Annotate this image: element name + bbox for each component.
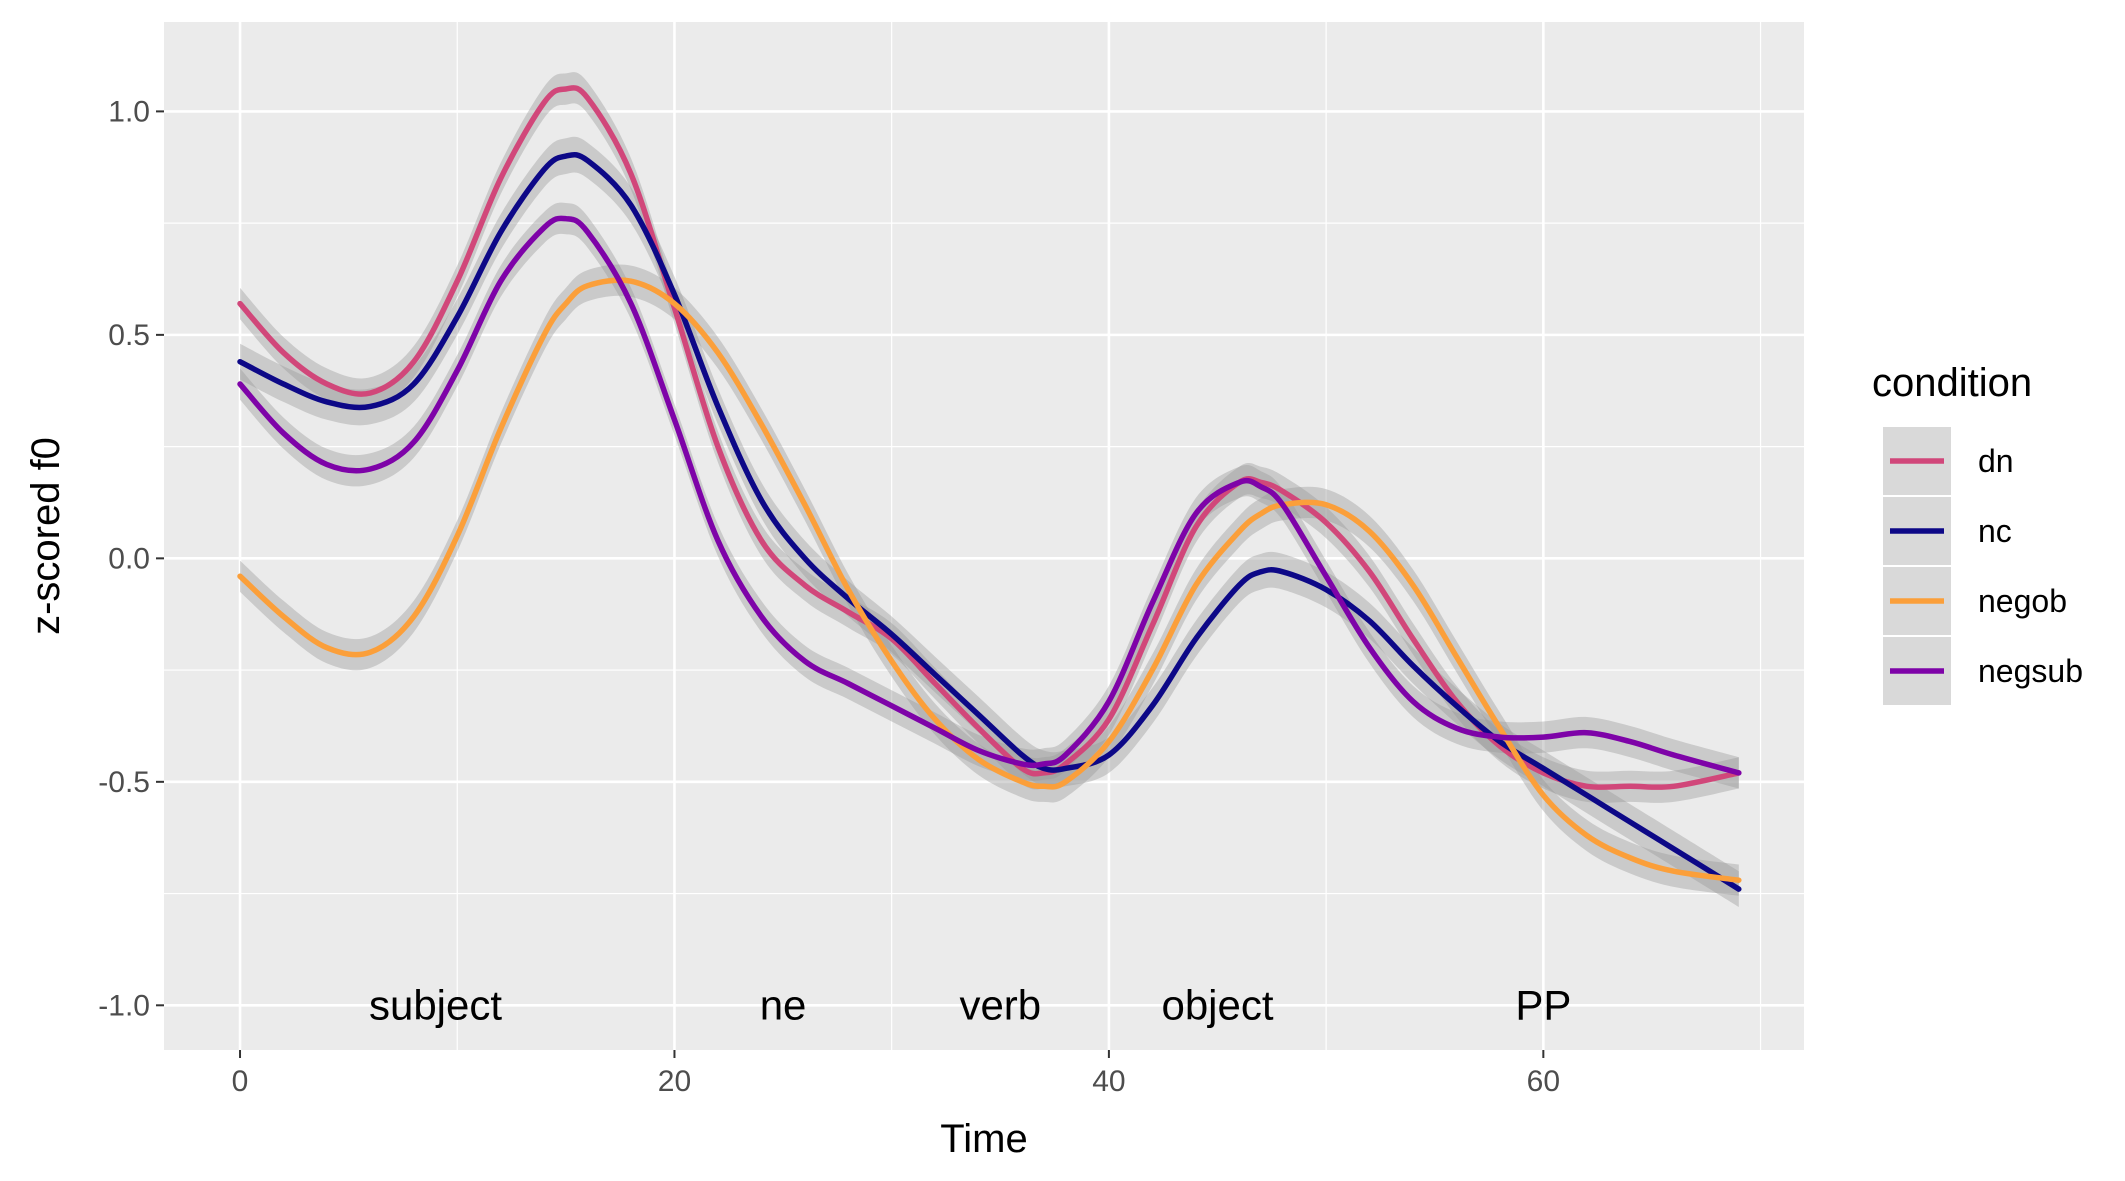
- x-axis-title: Time: [940, 1117, 1027, 1161]
- y-tick-label: 1.0: [108, 95, 150, 128]
- legend-label-negsub: negsub: [1978, 653, 2083, 689]
- annotation-pp: PP: [1515, 981, 1571, 1028]
- line-negob: [237, 277, 1742, 883]
- segment-annotations: subject ne verb object PP: [369, 981, 1571, 1028]
- y-tick-label: -1.0: [98, 989, 150, 1022]
- legend-label-negob: negob: [1978, 583, 2067, 619]
- x-axis: 0 20 40 60: [232, 1050, 1560, 1098]
- line-negsub: [237, 215, 1742, 776]
- y-tick-label: -0.5: [98, 766, 150, 799]
- line-dn: [237, 85, 1742, 791]
- x-tick-label: 60: [1527, 1065, 1560, 1098]
- plot-panel: [164, 22, 1804, 1050]
- legend-label-dn: dn: [1978, 443, 2014, 479]
- annotation-object: object: [1161, 981, 1273, 1028]
- y-axis-title: z-scored f0: [24, 437, 68, 635]
- x-tick-label: 0: [232, 1065, 249, 1098]
- x-tick-label: 20: [658, 1065, 691, 1098]
- x-tick-label: 40: [1092, 1065, 1125, 1098]
- series-lines: [237, 85, 1742, 892]
- legend-title: condition: [1872, 361, 2032, 405]
- annotation-subject: subject: [369, 981, 502, 1028]
- band-negob: [240, 264, 1739, 896]
- annotation-ne: ne: [760, 981, 807, 1028]
- annotation-verb: verb: [959, 981, 1041, 1028]
- minor-gridlines: [164, 22, 1804, 1050]
- line-nc: [237, 151, 1742, 892]
- legend-label-nc: nc: [1978, 513, 2012, 549]
- legend: condition dn nc negob negsub: [1872, 361, 2083, 707]
- y-axis: -1.0 -0.5 0.0 0.5 1.0: [98, 95, 164, 1022]
- y-tick-label: 0.0: [108, 542, 150, 575]
- y-tick-label: 0.5: [108, 319, 150, 352]
